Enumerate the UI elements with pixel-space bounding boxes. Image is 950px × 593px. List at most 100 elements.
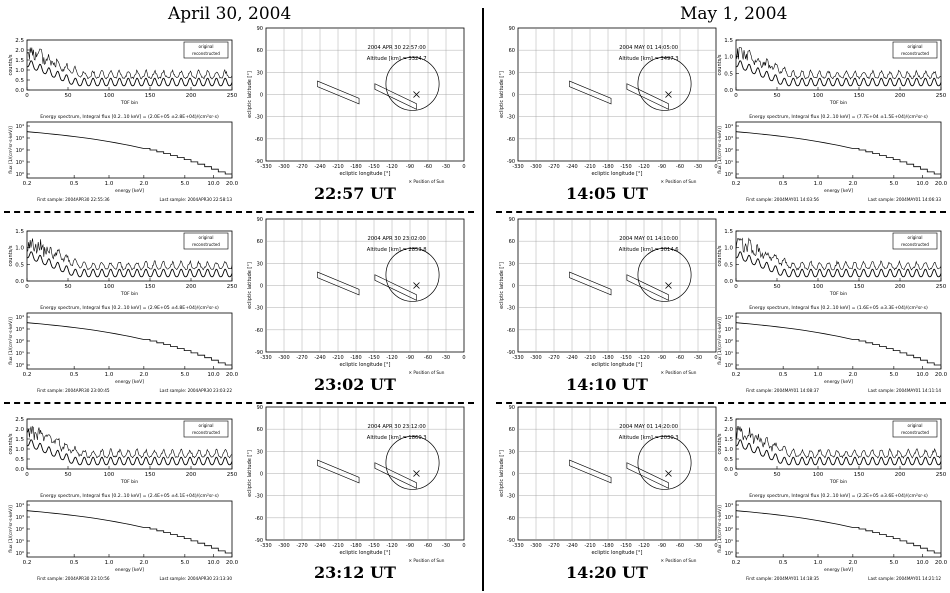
orbit-ytick: 60 [509, 427, 515, 433]
tof-xtick: 250 [936, 93, 947, 99]
tof-xtick: 200 [186, 93, 197, 99]
orbit-ylabel: ecliptic latitude [°] [247, 262, 253, 309]
orbit-xtick: -150 [620, 355, 631, 361]
energy-xtick: 0.5 [779, 560, 788, 566]
mars-limb-circle [385, 435, 440, 490]
track-strip-2 [374, 274, 417, 301]
tof-xtick: 0 [734, 472, 738, 478]
right-date-header: May 1, 2004 [680, 4, 788, 24]
legend-sun: ✕ Position of Sun [661, 179, 697, 184]
energy-xtick: 2.0 [139, 560, 148, 566]
first-sample-label: First sample: 2004APR30 23:00:45 [37, 388, 110, 393]
tof-original-trace [735, 47, 942, 80]
energy-xtick: 2.0 [848, 181, 857, 187]
energy-plot-frame [735, 121, 942, 179]
tof-reconstructed-trace [26, 60, 233, 87]
energy-ytick: 10³ [16, 136, 24, 142]
tof-reconstructed-trace [26, 251, 233, 278]
energy-xtick: 20.0 [935, 181, 948, 187]
orbit-ytick: 0 [512, 93, 515, 99]
orbit-xtick: -300 [530, 355, 541, 361]
energy-ytick: 10⁰ [725, 551, 733, 557]
energy-ytick: 10⁰ [725, 172, 733, 178]
energy-spectrum-trace [735, 131, 941, 175]
sun-position-marker [665, 282, 672, 289]
spectra-figure-2: 2.5 2.0 1.5 1.0 0.5 0.0 counts/s 0 50 100 150 200 25… [3, 397, 239, 589]
orbit-ytick: 0 [260, 93, 263, 99]
energy-xtick: 2.0 [848, 372, 857, 378]
track-strip-2 [626, 462, 669, 489]
orbit-xtick: -180 [350, 164, 361, 170]
tof-ylabel: counts/s [8, 433, 14, 454]
legend-sun: ✕ Position of Sun [661, 558, 697, 563]
orbit-ytick: -60 [255, 516, 263, 522]
spectra-panel-2: 2.5 2.0 1.5 1.0 0.5 0.0 counts/s 0 50 100 150 200 25… [8, 417, 239, 581]
tof-plot-frame [735, 230, 942, 282]
tof-ytick: 1.5 [15, 437, 24, 443]
tof-legend-reconstructed: reconstructed [901, 51, 929, 56]
energy-ytick: 10⁰ [16, 363, 24, 369]
energy-xtick: 2.0 [139, 372, 148, 378]
tof-xtick: 50 [774, 472, 781, 478]
orbit-xtick: -150 [368, 543, 379, 549]
orbit-xtick: -90 [658, 355, 666, 361]
tof-ytick: 1.0 [724, 246, 733, 252]
orbit-xtick: -60 [676, 355, 684, 361]
orbit-ytick: 90 [509, 405, 515, 411]
tof-xlabel: TOF bin [120, 479, 138, 485]
sun-position-marker [665, 470, 672, 477]
tof-original-trace [26, 425, 233, 459]
center-divider [482, 8, 484, 591]
orbit-ytick: 90 [257, 26, 263, 32]
energy-xtick: 10.0 [916, 560, 929, 566]
tof-xtick: 150 [145, 93, 156, 99]
orbit-altitude: Altitude [km] = 2853.8 [367, 247, 427, 253]
energy-xlabel: energy [keV] [115, 567, 144, 573]
mars-limb-circle [637, 247, 692, 302]
track-strip-1 [317, 459, 360, 484]
tof-ytick: 2.5 [15, 417, 24, 423]
orbit-xtick: -30 [442, 164, 450, 170]
legend-sun: ✕ Position of Sun [661, 370, 697, 375]
orbit-xtick: 0 [462, 164, 465, 170]
track-strip-1 [569, 271, 612, 296]
orbit-xtick: -120 [638, 164, 649, 170]
tof-reconstructed-trace [735, 251, 942, 278]
spectra-figure-4: 1.5 1.0 0.5 0.0 counts/s 0 50 100 150 200 250 TOF b… [712, 209, 948, 401]
orbit-xtick: -90 [406, 543, 414, 549]
tof-legend-reconstructed: reconstructed [192, 51, 220, 56]
orbit-xlabel: ecliptic longitude [°] [591, 362, 642, 368]
tof-xtick: 200 [895, 284, 906, 290]
tof-xlabel: TOF bin [829, 100, 847, 106]
orbit-ytick: -30 [255, 115, 263, 121]
tof-xtick: 0 [25, 93, 29, 99]
energy-xtick: 10.0 [916, 181, 929, 187]
energy-xtick: 10.0 [207, 181, 220, 187]
orbit-xtick: -30 [442, 355, 450, 361]
orbit-xtick: -210 [332, 355, 343, 361]
orbit-ylabel: ecliptic latitude [°] [247, 71, 253, 118]
spectra-figure-5: 2.5 2.0 1.5 1.0 0.5 0.0 counts/s 0 50 100 150 200 25… [712, 397, 948, 589]
tof-xtick: 50 [65, 472, 72, 478]
energy-plot-frame [26, 121, 233, 179]
tof-ytick: 0.0 [724, 88, 733, 94]
tof-xlabel: TOF bin [120, 291, 138, 297]
orbit-xtick: -330 [260, 164, 271, 170]
tof-xtick: 150 [145, 472, 156, 478]
orbit-xtick: -180 [350, 543, 361, 549]
energy-xtick: 1.0 [814, 560, 823, 566]
tof-plot-frame [26, 418, 233, 470]
tof-xtick: 0 [25, 472, 29, 478]
orbit-ytick: 30 [257, 70, 263, 76]
orbit-ytick: 90 [509, 26, 515, 32]
energy-xtick: 5.0 [180, 181, 189, 187]
orbit-altitude: Altitude [km] = 3497.3 [619, 56, 679, 62]
orbit-xtick: -210 [584, 355, 595, 361]
tof-ytick: 1.5 [15, 58, 24, 64]
legend-sun: ✕ Position of Sun [409, 179, 445, 184]
orbit-xtick: -270 [548, 543, 559, 549]
left-date-header: April 30, 2004 [168, 4, 292, 24]
mars-limb-circle [637, 56, 692, 111]
tof-ytick: 1.5 [724, 437, 733, 443]
